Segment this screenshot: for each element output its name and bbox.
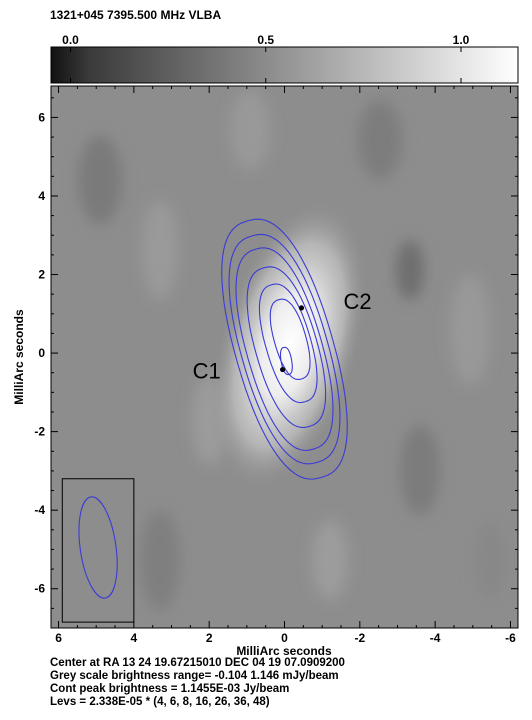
- beam-frame: [61, 478, 135, 623]
- greyscale-range: Grey scale brightness range= -0.104 1.14…: [50, 670, 339, 682]
- contour-peak: Cont peak brightness = 1.1455E-03 Jy/bea…: [50, 683, 290, 695]
- chart-title: 1321+045 7395.500 MHz VLBA: [50, 8, 221, 22]
- y-tick-label: -6: [34, 582, 45, 596]
- beam-box: [61, 478, 135, 623]
- contour-level-48: [279, 346, 293, 376]
- colorbar-tick-label: 1.0: [453, 33, 470, 47]
- x-tick-label: 4: [131, 631, 138, 645]
- x-axis-label: MilliArc seconds: [236, 644, 332, 658]
- y-tick-label: 0: [38, 346, 45, 360]
- contour-level-8: [235, 247, 334, 451]
- y-axis-label: MilliArc seconds: [12, 309, 26, 405]
- colorbar-tick-label: 0.0: [62, 33, 79, 47]
- contour-set: [221, 218, 348, 480]
- component-label-c2: C2: [343, 289, 371, 314]
- x-tick-label: -2: [354, 631, 365, 645]
- contour-level-4: [221, 218, 348, 480]
- x-tick-label: -6: [505, 631, 516, 645]
- beam-ellipse: [78, 496, 118, 599]
- x-tick-label: 2: [206, 631, 213, 645]
- colorbar-strip: [50, 46, 519, 84]
- component-marker-c1: [280, 366, 286, 373]
- grey-scale-noise: [78, 90, 506, 610]
- colorbar: 0.0 0.5 1.0: [50, 33, 519, 84]
- contour-level-36: [269, 298, 311, 381]
- plot-area: C1 C2 6 4 2 0 -2 -4 -6 6 4 2 0 -2 -4 -6: [34, 85, 519, 645]
- x-tick-label: 6: [55, 631, 62, 645]
- source-emission: [210, 199, 368, 491]
- center-coordinates: Center at RA 13 24 19.67215010 DEC 04 19…: [50, 657, 345, 669]
- y-tick-label: 2: [38, 268, 45, 282]
- x-tick-label: -4: [430, 631, 441, 645]
- colorbar-tick-label: 0.5: [257, 33, 274, 47]
- component-marker-c2: [298, 305, 305, 311]
- y-tick-label: -4: [34, 503, 45, 517]
- y-tick-label: 6: [38, 110, 45, 124]
- component-markers: C1 C2: [193, 289, 372, 384]
- map-info: Center at RA 13 24 19.67215010 DEC 04 19…: [50, 657, 345, 709]
- y-tick-label: -2: [34, 425, 45, 439]
- contour-level-26: [258, 283, 318, 404]
- x-tick-label: 0: [281, 631, 288, 645]
- contour-levels: Levs = 2.338E-05 * (4, 6, 8, 16, 26, 36,…: [50, 696, 270, 708]
- component-label-c1: C1: [193, 359, 221, 384]
- y-tick-label: 4: [38, 189, 45, 203]
- contour-level-16: [246, 266, 327, 428]
- contour-level-6: [228, 233, 341, 465]
